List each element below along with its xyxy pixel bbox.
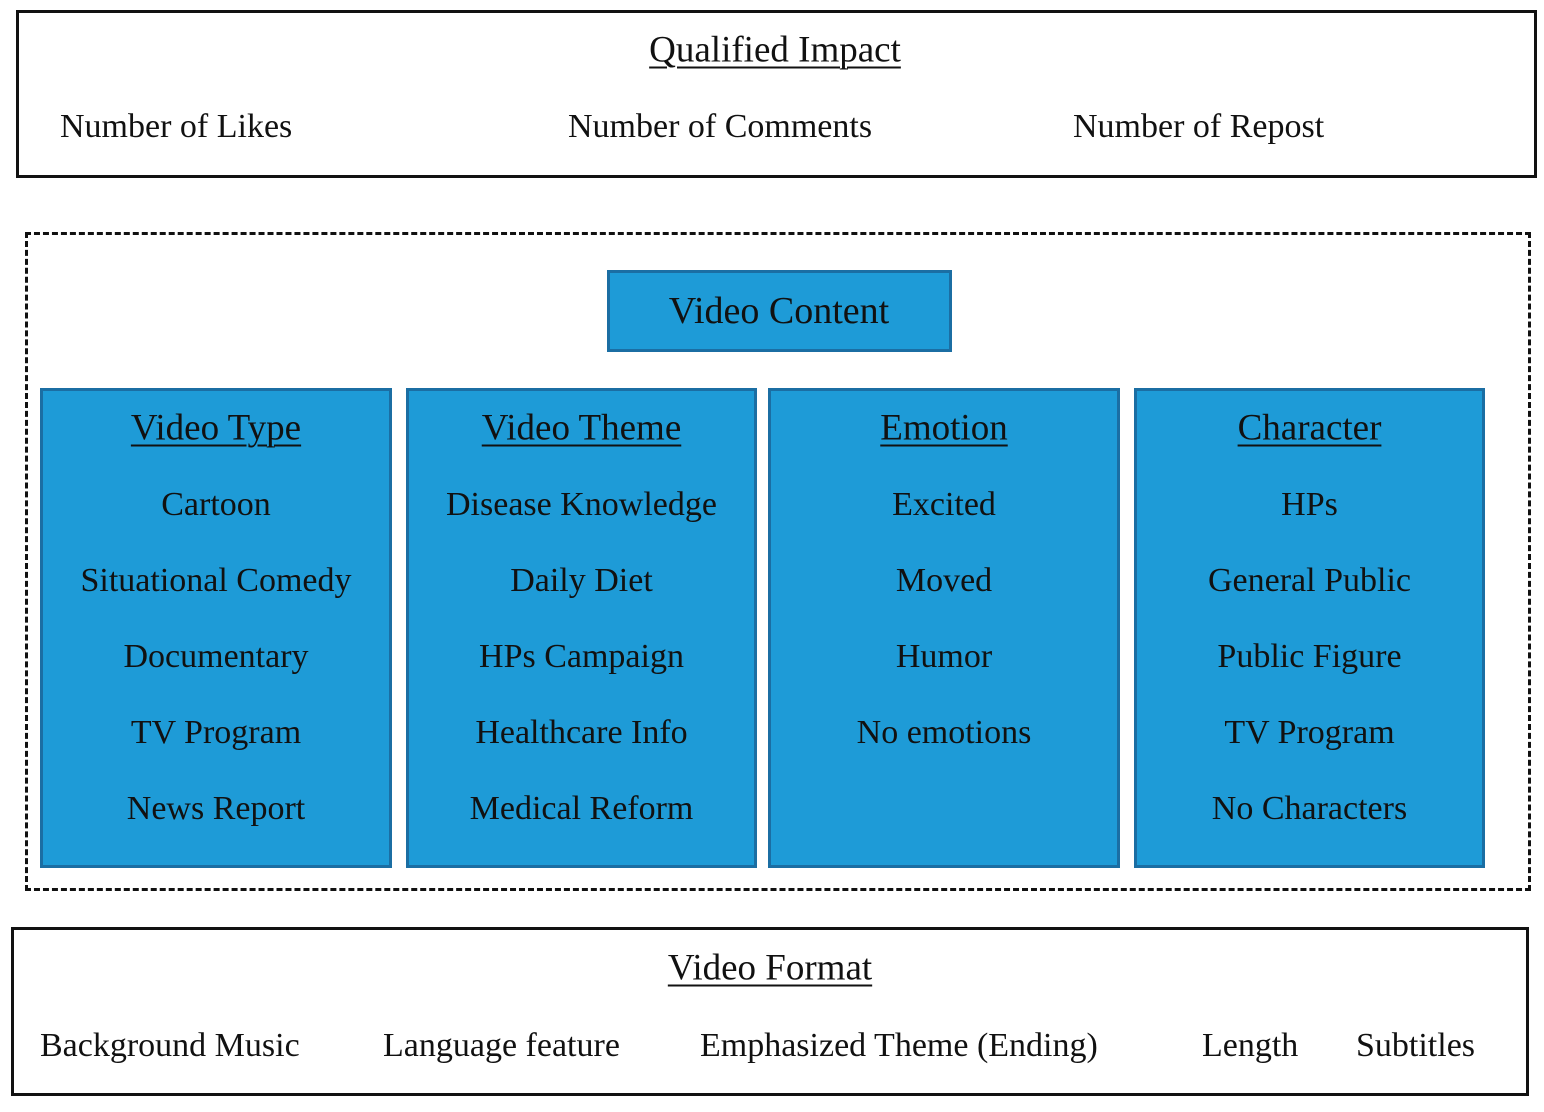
format-item: Subtitles (1356, 1027, 1476, 1064)
video-content-title: Video Content (668, 290, 890, 332)
category-item: Daily Diet (510, 562, 653, 599)
category-item: Humor (895, 638, 993, 675)
category-item: Excited (892, 486, 996, 523)
format-item: Background Music (40, 1027, 300, 1064)
category-box (40, 388, 392, 868)
video-content-region (25, 232, 1531, 891)
impact-item: Number of Repost (1073, 108, 1325, 145)
category-title: Video Theme (481, 407, 682, 449)
category-title: Emotion (880, 407, 1008, 449)
video-format-title: Video Format (667, 947, 873, 989)
category-item: TV Program (130, 714, 302, 751)
category-item: No Characters (1211, 790, 1408, 827)
category-item: Disease Knowledge (446, 486, 717, 523)
category-item: Situational Comedy (80, 562, 352, 599)
format-item: Language feature (383, 1027, 620, 1064)
category-box (1134, 388, 1485, 868)
impact-item: Number of Likes (60, 108, 293, 145)
category-box (768, 388, 1120, 868)
category-item: No emotions (856, 714, 1032, 751)
category-title: Video Type (130, 407, 302, 449)
category-item: Cartoon (161, 486, 271, 523)
category-item: Medical Reform (469, 790, 694, 827)
category-item: News Report (126, 790, 306, 827)
format-item: Length (1202, 1027, 1299, 1064)
category-item: HPs Campaign (479, 638, 684, 675)
category-item: TV Program (1224, 714, 1395, 751)
video-format-box (11, 927, 1529, 1096)
format-item: Emphasized Theme (Ending) (700, 1027, 1098, 1064)
category-item: Moved (895, 562, 993, 599)
qualified-impact-box (16, 10, 1537, 178)
category-item: Healthcare Info (475, 714, 688, 751)
video-content-box (607, 270, 952, 352)
category-item: HPs (1281, 486, 1338, 523)
category-item: Public Figure (1217, 638, 1402, 675)
qualified-impact-title: Qualified Impact (649, 29, 901, 71)
category-item: Documentary (123, 638, 309, 675)
category-title: Character (1237, 407, 1382, 449)
category-item: General Public (1208, 562, 1411, 599)
category-box (406, 388, 757, 868)
impact-item: Number of Comments (568, 108, 873, 145)
